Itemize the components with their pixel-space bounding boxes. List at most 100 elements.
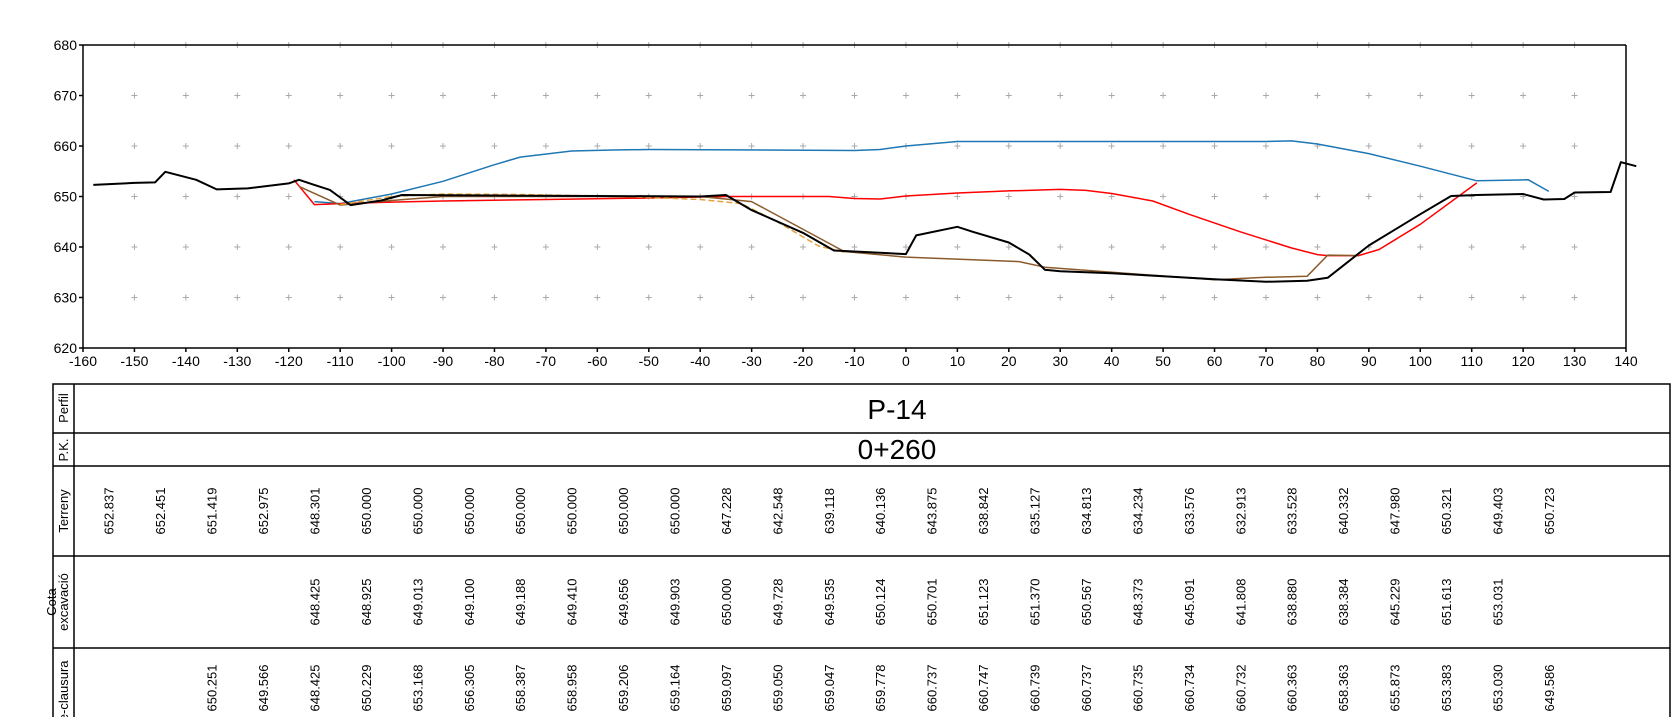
post-clausura-value: 650.229 xyxy=(359,665,374,712)
grid-cross xyxy=(388,294,395,301)
grid-cross xyxy=(954,92,961,99)
profile-chart: 620 630 640 650 660 670 680 -160 -150 -140 -130 -1… xyxy=(54,37,1638,369)
x-tick-label: -90 xyxy=(433,353,453,369)
row-label-clausura: re-clausura xyxy=(56,660,71,717)
grid-cross xyxy=(1520,294,1527,301)
terreny-value: 650.000 xyxy=(668,488,683,535)
post-clausura-value: 650.251 xyxy=(205,665,220,712)
grid-cross xyxy=(388,92,395,99)
profile-data-table: Perfil P.K. Terreny Cota excavació re-cl… xyxy=(44,383,1671,717)
grid-cross xyxy=(645,143,652,149)
grid-cross xyxy=(1160,294,1167,301)
grid-cross xyxy=(1211,244,1218,250)
grid-cross xyxy=(697,294,704,301)
grid-cross xyxy=(1571,143,1578,149)
grid-cross xyxy=(645,294,652,301)
grid-cross xyxy=(1365,143,1372,149)
grid-cross xyxy=(1365,193,1372,200)
row-label-terreny: Terreny xyxy=(56,489,71,533)
grid-cross xyxy=(954,143,961,149)
grid-cross xyxy=(1005,92,1012,99)
grid-cross xyxy=(800,92,807,99)
terreny-value: 638.842 xyxy=(976,488,991,535)
post-clausura-value: 659.206 xyxy=(616,665,631,712)
cota-excavacio-value: 650.124 xyxy=(873,579,888,626)
terreny-value: 647.228 xyxy=(719,488,734,535)
x-tick-label: 10 xyxy=(950,353,966,369)
grid-cross xyxy=(337,294,344,301)
grid-cross xyxy=(748,92,755,99)
y-tick-label: 630 xyxy=(54,290,78,306)
x-tick-label: -20 xyxy=(793,353,813,369)
grid-cross xyxy=(182,193,189,200)
grid-cross xyxy=(902,294,909,301)
cota-excavacio-value: 649.410 xyxy=(565,579,580,626)
grid-cross xyxy=(1057,143,1064,149)
profile-line-1 xyxy=(314,140,1550,205)
x-tick-label: -150 xyxy=(120,353,148,369)
grid-cross xyxy=(645,244,652,250)
grid-cross xyxy=(182,294,189,301)
grid-cross xyxy=(542,143,549,149)
terreny-values: 652.837 652.451 651.419 652.975 648.301 650.0… xyxy=(102,488,1557,535)
cota-excavacio-value: 649.535 xyxy=(822,579,837,626)
cota-excavacio-value: 650.701 xyxy=(925,579,940,626)
grid-cross xyxy=(1314,193,1321,200)
grid-cross xyxy=(851,143,858,149)
post-clausura-value: 660.735 xyxy=(1130,665,1145,712)
grid-cross xyxy=(748,244,755,250)
profile-line-4 xyxy=(340,193,845,253)
grid-cross xyxy=(1314,244,1321,250)
post-clausura-value: 660.732 xyxy=(1233,665,1248,712)
grid-cross xyxy=(388,143,395,149)
terreny-value: 640.136 xyxy=(873,488,888,535)
terreny-value: 650.000 xyxy=(410,488,425,535)
grid-cross xyxy=(1314,92,1321,99)
row-label-perfil: Perfil xyxy=(56,393,71,423)
grid-cross xyxy=(1057,92,1064,99)
profile-name: P-14 xyxy=(867,394,926,425)
grid-cross xyxy=(440,294,447,301)
terreny-value: 651.419 xyxy=(205,488,220,535)
post-clausura-value: 660.747 xyxy=(976,665,991,712)
post-clausura-value: 660.739 xyxy=(1028,665,1043,712)
x-tick-label: 70 xyxy=(1258,353,1274,369)
x-tick-label: 110 xyxy=(1461,353,1484,369)
post-clausura-value: 649.566 xyxy=(256,665,271,712)
grid-cross xyxy=(285,143,292,149)
grid-cross xyxy=(1211,294,1218,301)
cota-excavacio-value: 651.123 xyxy=(976,579,991,626)
grid-cross xyxy=(594,294,601,301)
cota-excavacio-value: 649.656 xyxy=(616,579,631,626)
grid-cross xyxy=(182,92,189,99)
profile-line-2 xyxy=(293,179,1478,257)
cota-excavacio-values: 648.425 648.925 649.013 649.100 649.188 649.4… xyxy=(307,579,1505,626)
x-tick-label: 30 xyxy=(1052,353,1068,369)
grid-cross xyxy=(1262,294,1269,301)
grid-cross xyxy=(1520,92,1527,99)
post-clausura-value: 649.586 xyxy=(1542,665,1557,712)
grid-cross xyxy=(491,294,498,301)
post-clausura-value: 656.305 xyxy=(462,665,477,712)
grid-cross xyxy=(800,143,807,149)
x-tick-label: -120 xyxy=(275,353,303,369)
grid-cross xyxy=(1365,294,1372,301)
terreny-value: 639.118 xyxy=(822,488,837,534)
grid-cross xyxy=(1417,244,1424,250)
terreny-value: 652.451 xyxy=(153,488,168,535)
terreny-value: 648.301 xyxy=(307,488,322,535)
x-tick-label: -110 xyxy=(327,353,354,369)
cota-excavacio-value: 648.425 xyxy=(307,579,322,626)
grid-cross xyxy=(1468,294,1475,301)
grid-cross xyxy=(697,244,704,250)
grid-cross xyxy=(1520,244,1527,250)
grid-cross xyxy=(851,294,858,301)
post-clausura-value: 658.363 xyxy=(1336,665,1351,712)
grid-cross xyxy=(1365,92,1372,99)
terreny-value: 633.528 xyxy=(1285,488,1300,535)
x-tick-label: -160 xyxy=(69,353,97,369)
x-tick-label: -80 xyxy=(484,353,504,369)
grid-cross xyxy=(337,92,344,99)
grid-cross xyxy=(1108,92,1115,99)
